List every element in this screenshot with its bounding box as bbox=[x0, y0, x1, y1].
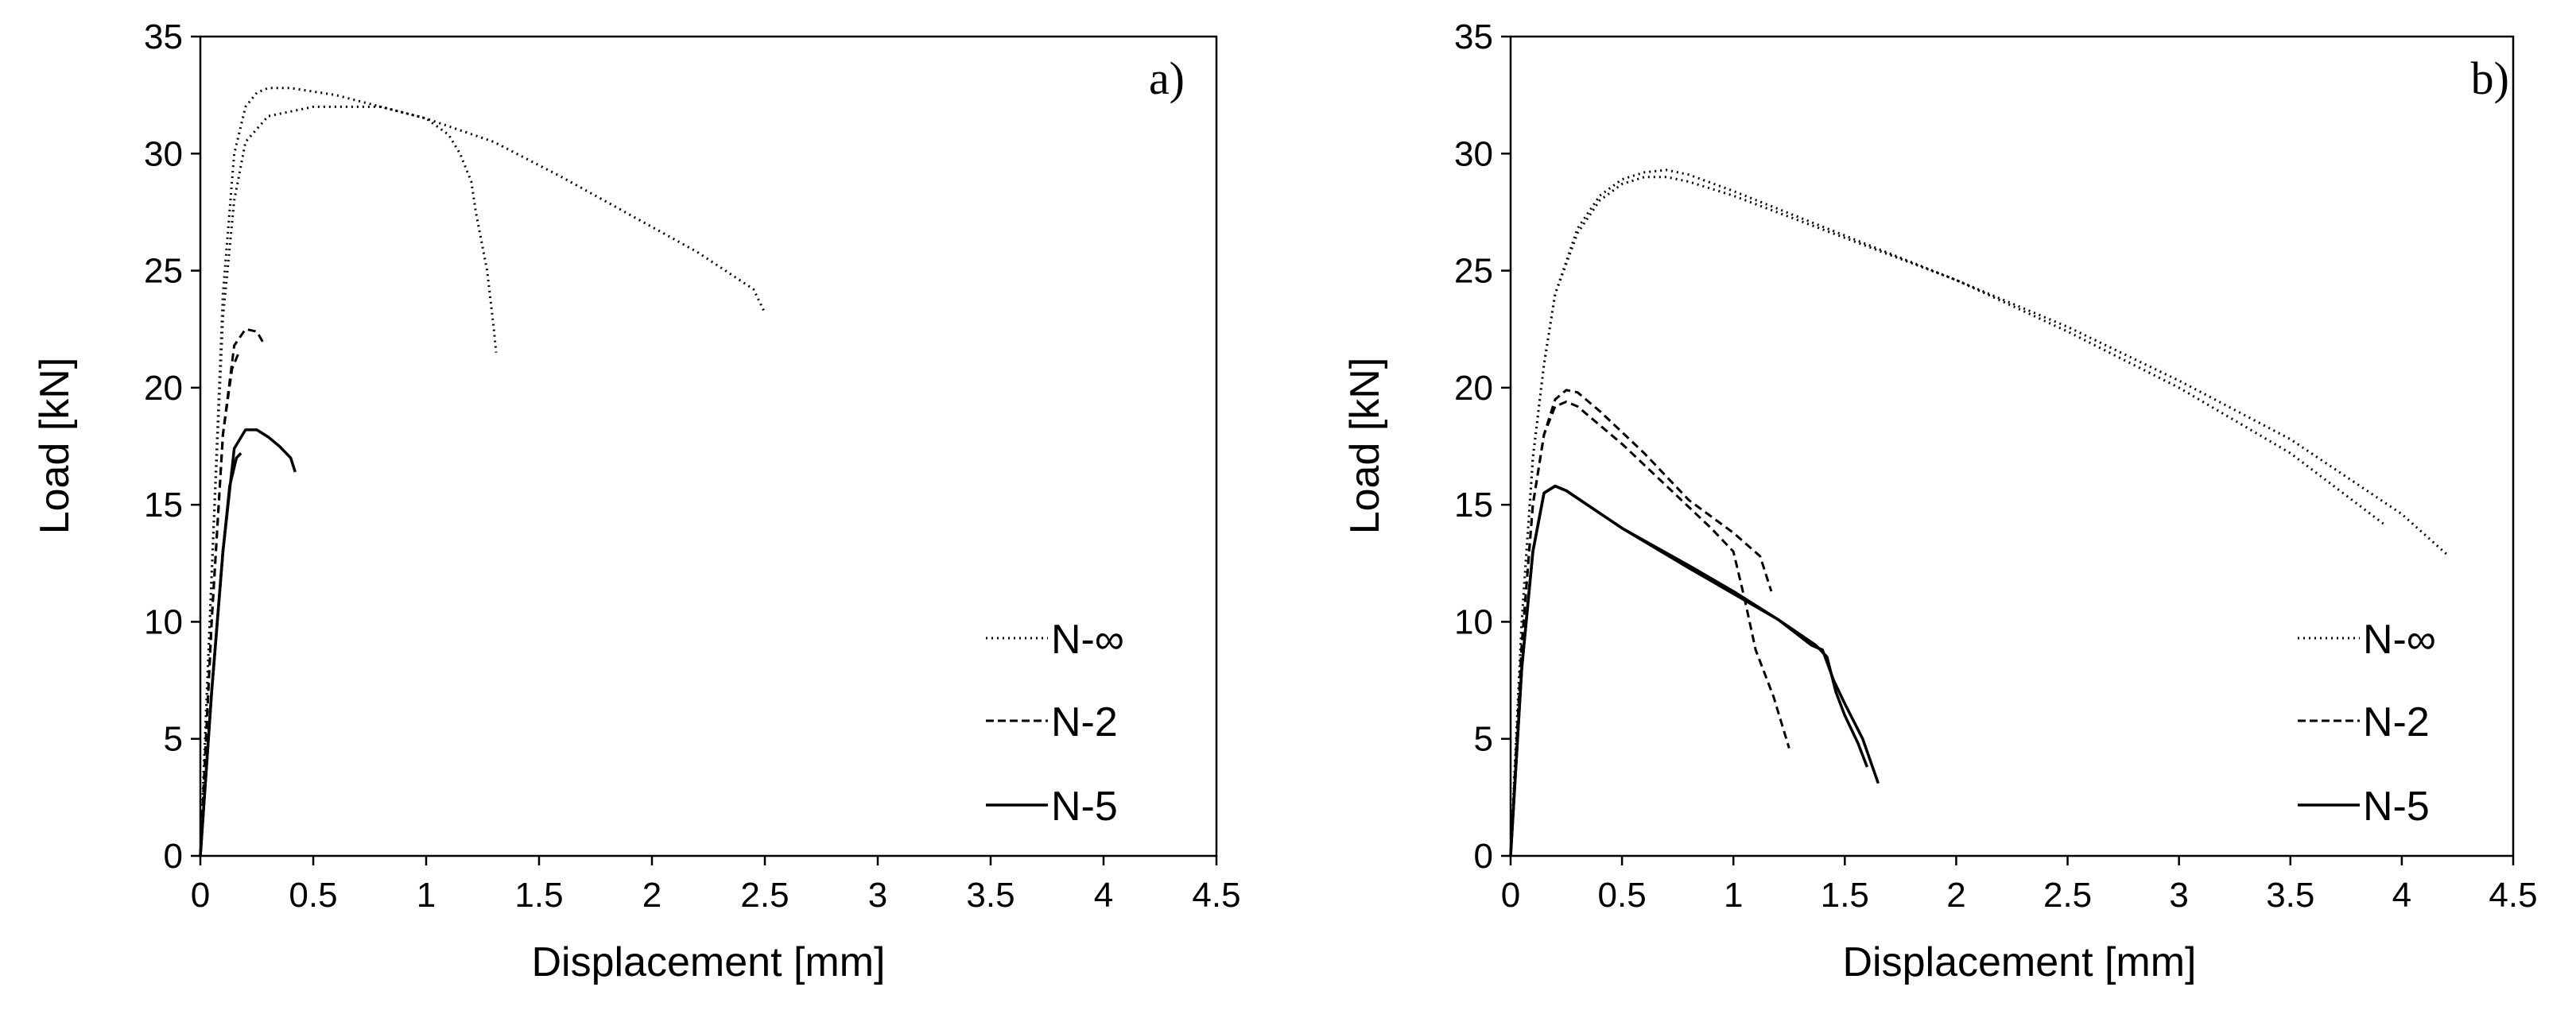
y-tick-label: 25 bbox=[1454, 252, 1493, 291]
chart-panel-a: 0 5 10 15 20 25 30 35 0 0.5 1 1.5 2 2.5 3 3.5 4 4.5 Disp… bbox=[32, 17, 1241, 985]
y-tick-label: 20 bbox=[1454, 369, 1493, 408]
series-curves bbox=[199, 87, 766, 857]
x-tick-label: 3.5 bbox=[966, 876, 1014, 915]
x-tick-label: 2.5 bbox=[2043, 876, 2092, 915]
x-tick-label: 4.5 bbox=[2489, 876, 2537, 915]
y-tick-label: 35 bbox=[144, 17, 183, 56]
y-tick-label: 10 bbox=[144, 602, 183, 641]
panel-label: a) bbox=[1149, 52, 1185, 104]
x-tick-label: 4 bbox=[2392, 876, 2411, 915]
series-line-n-dotted bbox=[199, 87, 766, 857]
y-tick-label: 0 bbox=[1474, 837, 1493, 876]
x-tick-label: 3.5 bbox=[2266, 876, 2314, 915]
y-axis-ticks: 0 5 10 15 20 25 30 35 bbox=[1454, 17, 1511, 876]
series-line-n-dotted bbox=[1509, 176, 2388, 857]
x-tick-label: 0 bbox=[1501, 876, 1520, 915]
x-axis-ticks: 0 0.5 1 1.5 2 2.5 3 3.5 4 4.5 bbox=[191, 856, 1241, 915]
y-axis-title: Load [kN] bbox=[1342, 358, 1388, 535]
series-line-n-2-dashed bbox=[1509, 389, 1773, 857]
series-line-n-2-dashed bbox=[199, 327, 265, 857]
plot-frame bbox=[199, 35, 1218, 857]
series-curves bbox=[1509, 168, 2447, 857]
legend: N-∞ N-2 N-5 bbox=[2298, 617, 2436, 830]
x-axis-title: Displacement [mm] bbox=[532, 939, 886, 985]
y-tick-label: 5 bbox=[1474, 720, 1493, 759]
x-tick-label: 0.5 bbox=[1598, 876, 1647, 915]
y-axis-ticks: 0 5 10 15 20 25 30 35 bbox=[144, 17, 200, 876]
legend-label-n-5: N-5 bbox=[1051, 784, 1118, 830]
legend-label-n-2: N-2 bbox=[1051, 699, 1118, 745]
chart-panel-b: 0 5 10 15 20 25 30 35 0 0.5 1 1.5 2 2.5 3 3.5 4 4.5 Disp… bbox=[1342, 17, 2538, 985]
legend-label-n-inf: N-∞ bbox=[1051, 617, 1124, 663]
plot-frame bbox=[1509, 35, 2515, 857]
y-tick-label: 15 bbox=[1454, 486, 1493, 524]
x-tick-label: 2.5 bbox=[740, 876, 789, 915]
series-line-n-dotted bbox=[1509, 168, 2447, 857]
legend: N-∞ N-2 N-5 bbox=[986, 617, 1124, 830]
y-tick-label: 35 bbox=[1454, 17, 1493, 56]
y-tick-label: 5 bbox=[164, 720, 183, 759]
x-tick-label: 2 bbox=[1946, 876, 1965, 915]
x-tick-label: 2 bbox=[642, 876, 661, 915]
x-tick-label: 4 bbox=[1094, 876, 1113, 915]
x-tick-label: 0.5 bbox=[289, 876, 337, 915]
legend-label-n-inf: N-∞ bbox=[2363, 617, 2436, 663]
x-tick-label: 3 bbox=[868, 876, 887, 915]
y-tick-label: 30 bbox=[144, 134, 183, 173]
x-tick-label: 1.5 bbox=[1821, 876, 1869, 915]
x-tick-label: 1 bbox=[417, 876, 436, 915]
x-tick-label: 1 bbox=[1724, 876, 1743, 915]
legend-label-n-2: N-2 bbox=[2363, 699, 2430, 745]
series-line-n-dotted bbox=[199, 105, 498, 857]
y-tick-label: 15 bbox=[144, 486, 183, 524]
series-line-n-5-solid bbox=[199, 452, 242, 857]
panel-label: b) bbox=[2471, 52, 2509, 104]
y-tick-label: 0 bbox=[164, 837, 183, 876]
x-tick-label: 3 bbox=[2169, 876, 2188, 915]
y-tick-label: 20 bbox=[144, 369, 183, 408]
x-axis-ticks: 0 0.5 1 1.5 2 2.5 3 3.5 4 4.5 bbox=[1501, 856, 2538, 915]
series-line-n-5-solid bbox=[1509, 484, 1869, 857]
x-tick-label: 0 bbox=[191, 876, 210, 915]
y-tick-label: 30 bbox=[1454, 134, 1493, 173]
y-tick-label: 25 bbox=[144, 252, 183, 291]
series-line-n-2-dashed bbox=[1509, 401, 1790, 857]
series-line-n-5-solid bbox=[1509, 484, 1880, 857]
x-axis-title: Displacement [mm] bbox=[1843, 939, 2197, 985]
y-axis-title: Load [kN] bbox=[32, 358, 78, 535]
series-line-n-2-dashed bbox=[199, 352, 240, 857]
x-tick-label: 1.5 bbox=[514, 876, 563, 915]
y-tick-label: 10 bbox=[1454, 602, 1493, 641]
x-tick-label: 4.5 bbox=[1192, 876, 1240, 915]
legend-label-n-5: N-5 bbox=[2363, 784, 2430, 830]
